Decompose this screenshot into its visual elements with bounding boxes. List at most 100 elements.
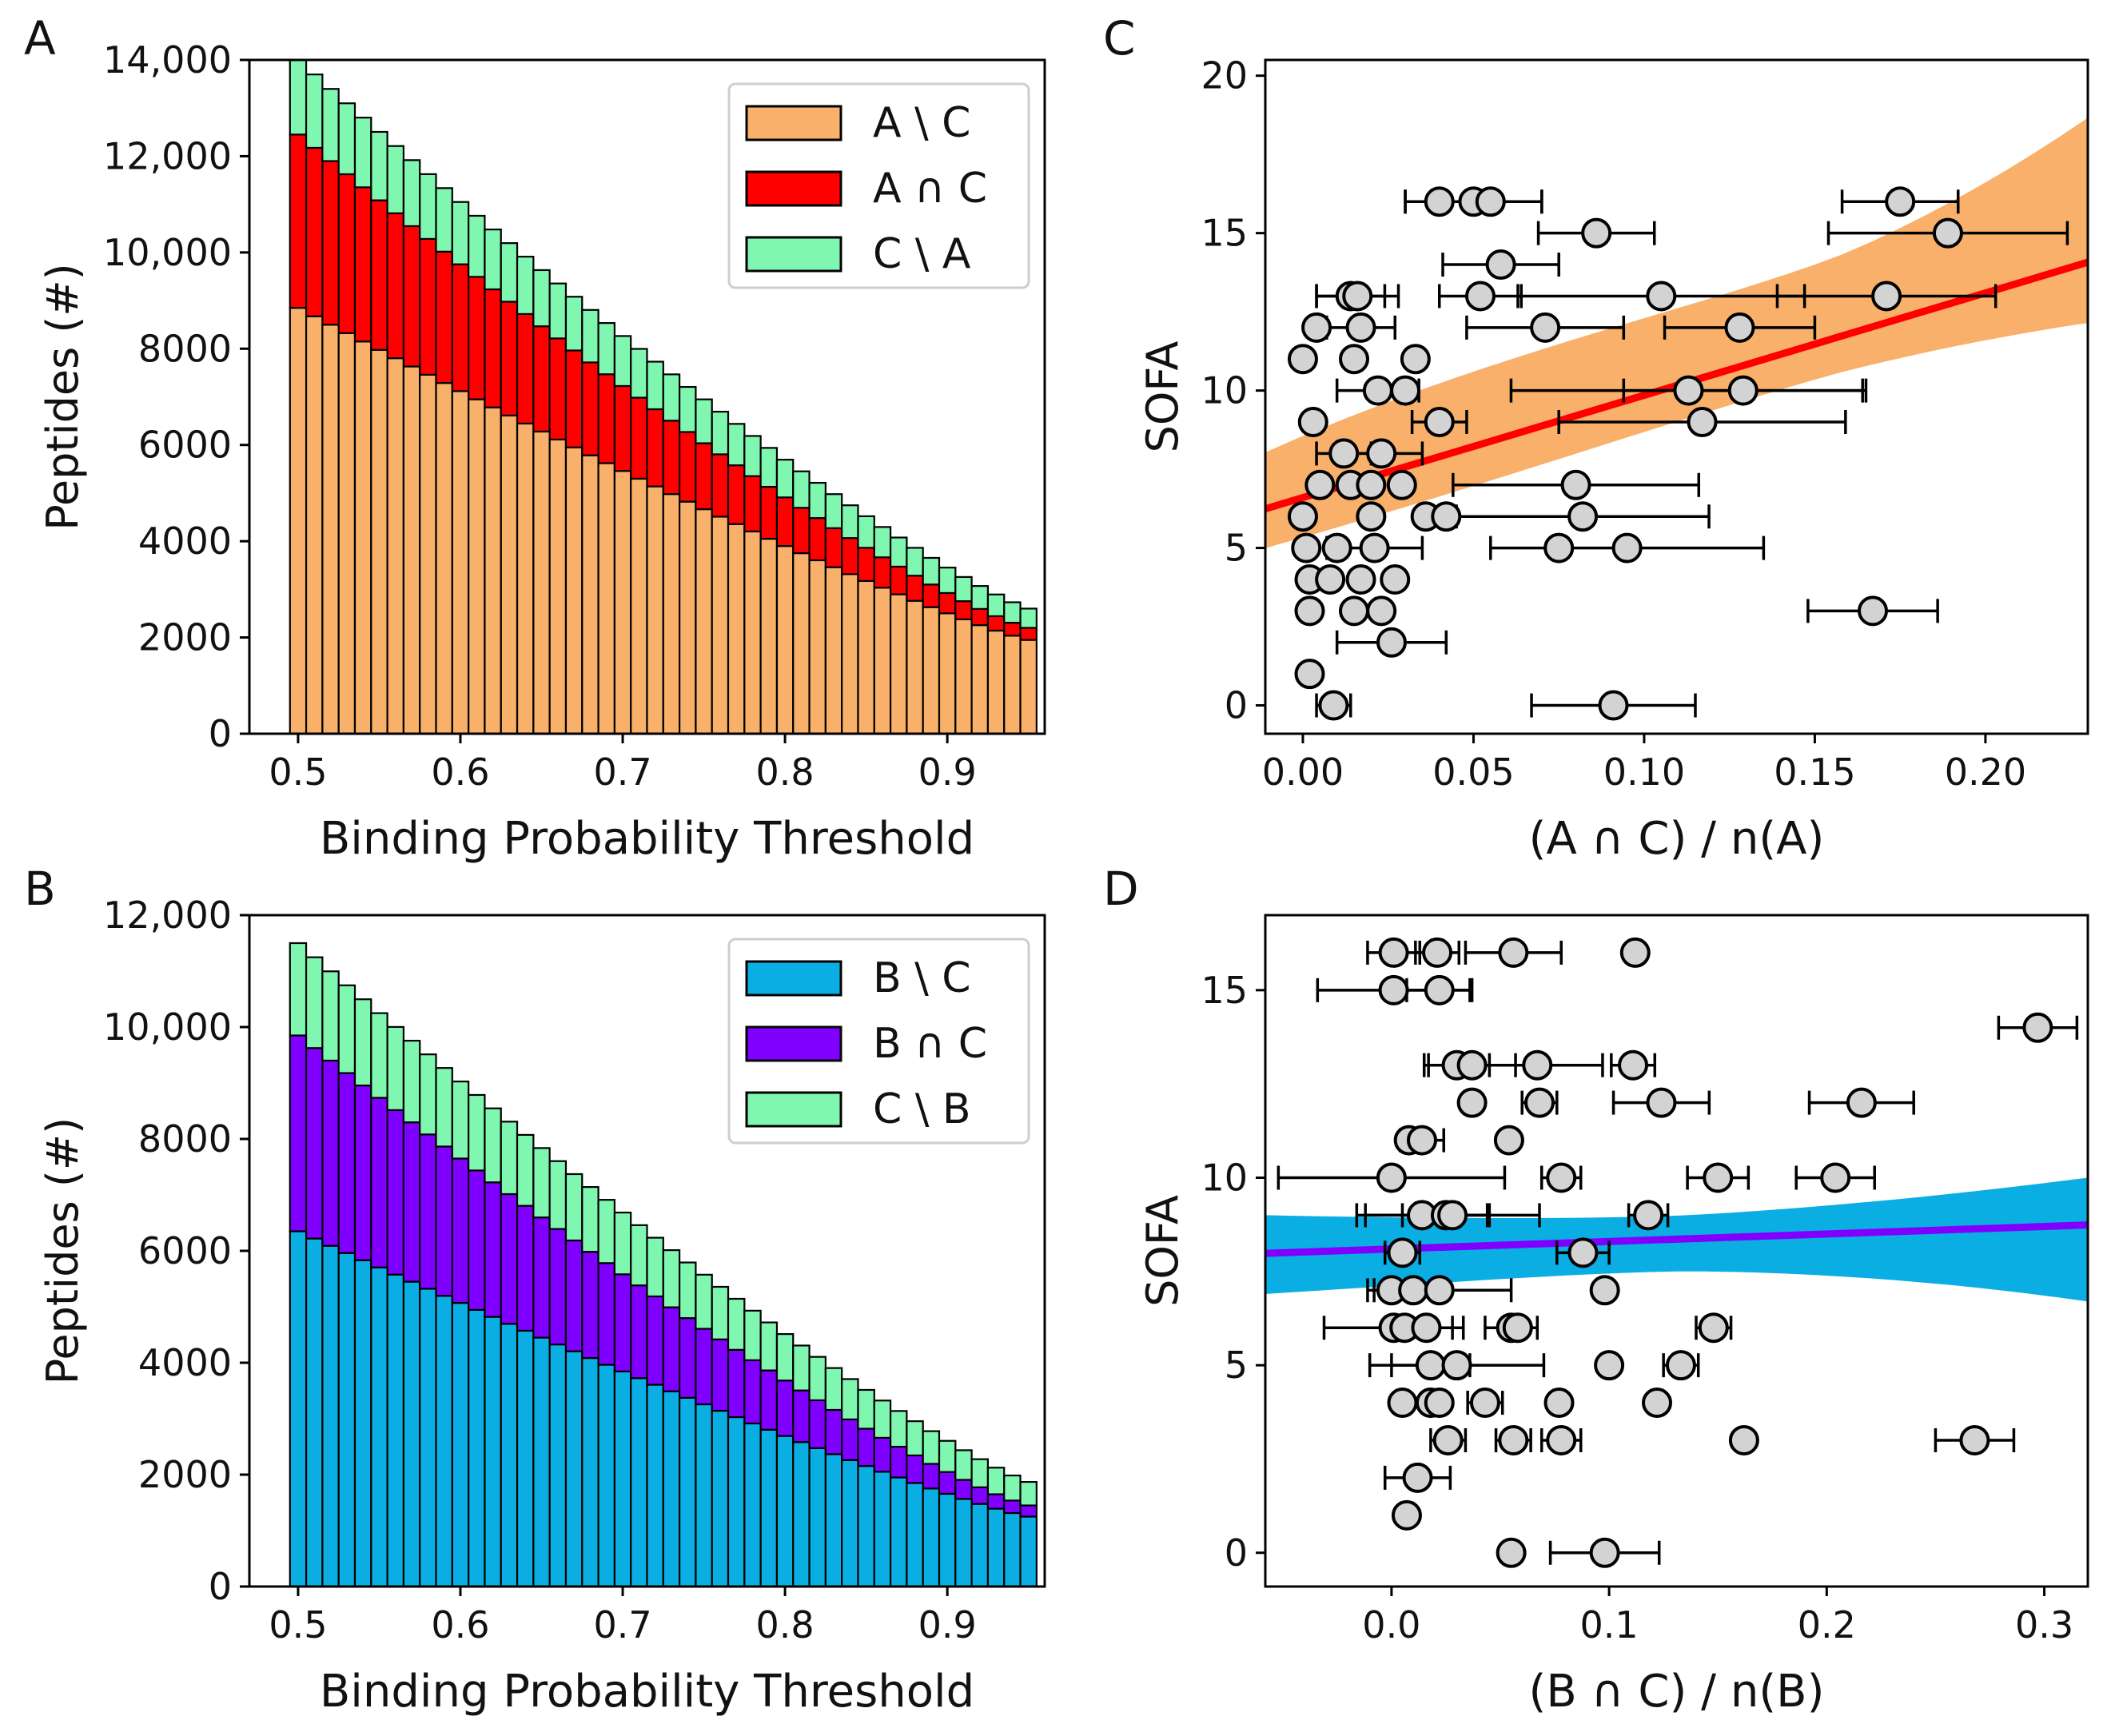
bar-segment	[532, 325, 551, 433]
bar-segment	[581, 1356, 599, 1588]
y-axis-label: Peptides (#)	[38, 263, 88, 531]
data-point	[1594, 1350, 1625, 1381]
bar-segment	[500, 414, 519, 735]
panel-label: A	[24, 11, 56, 66]
bar-segment	[597, 1364, 615, 1588]
panel-label: B	[24, 862, 56, 916]
bar-segment	[613, 470, 632, 735]
bar-segment	[646, 1384, 664, 1588]
bar-segment	[435, 382, 453, 735]
bar-segment	[775, 496, 795, 547]
y-tick-label: 2000	[138, 616, 232, 659]
bar-segment	[808, 481, 826, 520]
bar-segment	[938, 1439, 957, 1473]
y-tick-label: 6000	[138, 424, 232, 467]
y-tick-label: 0	[1225, 1531, 1248, 1575]
x-tick-label: 0.9	[918, 751, 977, 794]
bar-segment	[970, 607, 990, 627]
data-point	[1356, 469, 1387, 500]
x-tick-label: 0.1	[1580, 1603, 1639, 1646]
bar-segment	[516, 1329, 535, 1588]
data-point	[1378, 974, 1409, 1005]
bar-segment	[1003, 601, 1022, 624]
bar-segment	[775, 1332, 795, 1382]
data-point	[1387, 1388, 1418, 1419]
y-axis-label: Peptides (#)	[38, 1117, 88, 1385]
bar-segment	[841, 1418, 859, 1461]
bar-segment	[548, 1160, 568, 1230]
data-point	[1424, 1388, 1455, 1419]
data-point	[1546, 1162, 1577, 1193]
bar-segment	[808, 1447, 826, 1588]
bar-segment	[305, 315, 324, 735]
bar-segment	[986, 1467, 1006, 1495]
bar-segment	[792, 1389, 811, 1443]
y-tick-label: 14,000	[103, 38, 232, 82]
data-point	[1356, 501, 1387, 532]
x-tick-label: 0.0	[1362, 1603, 1420, 1646]
bar-segment	[889, 536, 908, 568]
bar-segment	[581, 309, 599, 364]
bar-segment	[679, 385, 697, 433]
bar-segment	[922, 1487, 941, 1588]
bar-segment	[906, 599, 924, 735]
plot-frame	[248, 58, 1046, 735]
bar-segment	[630, 1224, 648, 1287]
data-point	[1665, 1350, 1696, 1381]
bar-segment	[353, 1084, 372, 1261]
bar-segment	[613, 384, 632, 472]
x-tick-label: 0.5	[269, 751, 327, 794]
bar-segment	[759, 1428, 779, 1588]
y-tick-label: 12,000	[103, 134, 232, 177]
bar-segment	[337, 332, 356, 735]
bar-segment	[743, 475, 762, 533]
bar-segment	[889, 1445, 908, 1479]
y-tick-label: 10,000	[103, 231, 232, 274]
bar-segment	[564, 1239, 584, 1352]
bar-segment	[646, 1295, 664, 1386]
bar-segment	[516, 1133, 535, 1207]
data-point	[1424, 407, 1455, 438]
bar-segment	[337, 173, 356, 334]
y-axis-label: SOFA	[1137, 1195, 1188, 1307]
bar-segment	[337, 1252, 356, 1588]
bar-segment	[938, 1492, 957, 1588]
bar-segment	[516, 422, 535, 735]
panel-b-chart: 0.5 0.6 0.7 0.8 0.9 0 2000 4000 6000 8000 10,000 12…	[24, 862, 1046, 1718]
data-point	[1441, 1350, 1472, 1381]
data-point	[1871, 281, 1902, 312]
data-point	[1698, 1312, 1729, 1344]
data-point	[1287, 501, 1318, 532]
bar-segment	[824, 527, 843, 568]
bar-segment	[289, 307, 308, 735]
legend-swatch	[745, 1025, 842, 1062]
bar-segment	[548, 1344, 568, 1588]
y-tick-label: 10	[1201, 369, 1248, 412]
bar-segment	[711, 1409, 730, 1588]
bar-segment	[451, 1157, 470, 1304]
bar-segment	[792, 1344, 811, 1392]
data-point	[1321, 532, 1352, 563]
bar-segment	[906, 1420, 924, 1457]
bar-segment	[451, 1081, 470, 1160]
y-tick-label: 8000	[138, 327, 232, 370]
bar-segment	[581, 1251, 599, 1360]
bar-segment	[808, 559, 826, 735]
data-point	[1496, 1537, 1527, 1568]
bar-segment	[889, 565, 908, 595]
bar-segment	[484, 288, 502, 408]
data-point	[1386, 469, 1417, 500]
x-tick-label: 0.05	[1432, 751, 1514, 794]
bar-segment	[759, 485, 779, 540]
panel-d-chart: 0.0 0.1 0.2 0.3 0 5 10 15 (B ∩ C) / n(B) SOFA D	[1103, 862, 2089, 1718]
bar-segment	[484, 1107, 502, 1184]
bar-segment	[321, 324, 340, 735]
bar-segment	[321, 160, 340, 326]
panel-label: D	[1103, 862, 1139, 916]
bar-segment	[468, 1093, 486, 1172]
legend-swatch	[745, 236, 842, 273]
data-point	[1543, 532, 1575, 563]
bar-segment	[922, 1430, 941, 1465]
legend-swatch	[745, 1091, 842, 1128]
